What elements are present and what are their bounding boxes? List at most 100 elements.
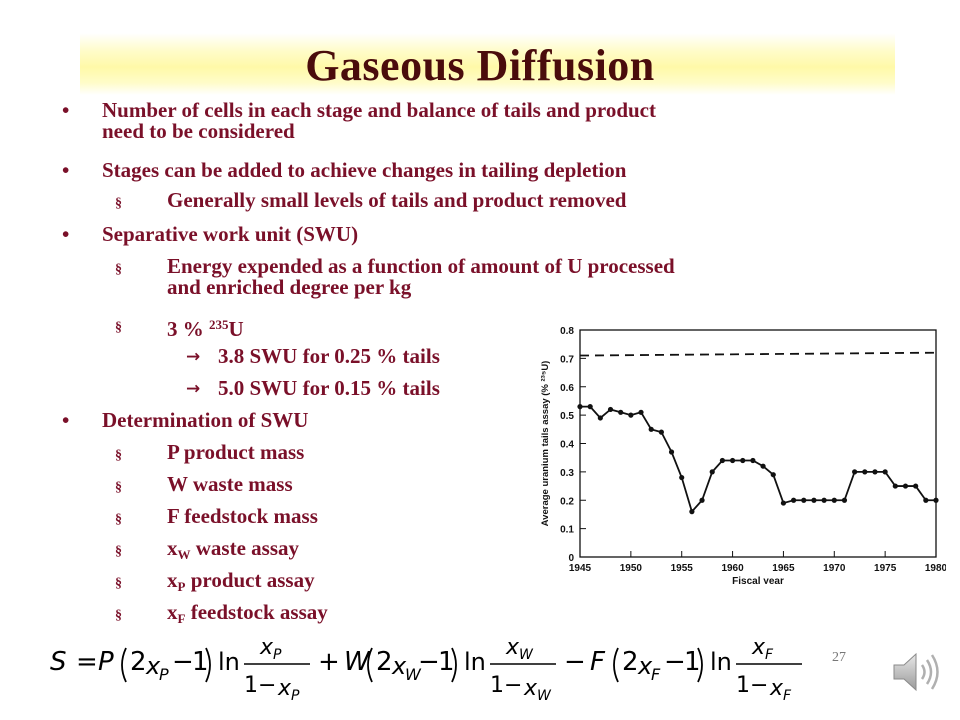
formula-minus: − (172, 647, 194, 677)
title-band (80, 33, 895, 95)
formula-operator: + (318, 647, 340, 677)
fraction-denominator-subscript: P (291, 688, 300, 702)
data-point (791, 497, 797, 503)
data-point (862, 469, 868, 475)
x-tick-label: 1980 (925, 563, 946, 574)
dashed-series-line (579, 351, 937, 357)
data-point (872, 469, 878, 475)
data-point (597, 415, 603, 421)
fraction-denominator-minus: − (258, 673, 276, 698)
bullet-text: Number of cells in each stage and balanc… (102, 98, 656, 143)
bullet-text: P product mass (167, 440, 305, 464)
x-tick-label: 1970 (823, 563, 846, 574)
data-point (882, 469, 888, 475)
bullet-marker: § (115, 448, 122, 463)
formula-ln: ln (464, 648, 486, 676)
fraction-numerator-x: x (259, 635, 274, 660)
fraction-denominator-one: 1 (244, 673, 258, 698)
data-point (913, 483, 919, 489)
close-paren (451, 647, 457, 683)
bullet-text: F feedstock mass (167, 504, 318, 528)
bullet-text: xP product assay (167, 568, 315, 595)
data-point (587, 404, 593, 410)
data-point (577, 404, 583, 410)
fraction-denominator-x: x (523, 676, 538, 701)
y-tick-label: 0.2 (560, 496, 574, 507)
formula-variable: x (637, 652, 653, 680)
formula-subscript: P (159, 665, 169, 684)
fraction-denominator-subscript: F (783, 688, 792, 702)
data-point (770, 472, 776, 478)
bullet-text: Energy expended as a function of amount … (167, 254, 675, 299)
formula-one: 1 (192, 647, 209, 677)
data-point (892, 483, 898, 489)
data-point (902, 483, 909, 489)
formula-equals: = (76, 647, 98, 677)
x-tick-label: 1965 (772, 563, 795, 574)
bullet-marker: → (186, 379, 201, 399)
formula-two: 2 (130, 647, 147, 677)
page-number: 27 (832, 650, 846, 665)
formula-coefficient: F (590, 647, 606, 677)
data-point (801, 497, 807, 503)
fraction-numerator-subscript: W (519, 647, 534, 663)
bullet-marker: § (115, 320, 122, 335)
fraction-numerator-x: x (505, 635, 520, 660)
data-point (607, 406, 614, 413)
swu-formula: S = P 2 xP −1 lnx P1− x P+ W 2 xW−1 lnx W1− x W− F 2 xF −1 ln… (50, 635, 802, 702)
open-paren (613, 647, 619, 683)
fraction-numerator-subscript: F (765, 647, 774, 663)
bullet-text: Separative work unit (SWU) (102, 222, 359, 246)
x-tick-label: 1950 (620, 563, 643, 574)
y-tick-label: 0.1 (560, 525, 574, 536)
formula-operator: − (564, 647, 586, 677)
data-point (852, 469, 858, 475)
formula-lhs: S (50, 647, 67, 677)
bullet-marker: § (115, 576, 122, 591)
data-point (679, 474, 685, 481)
data-point (750, 457, 756, 464)
open-paren (367, 647, 373, 683)
bullet-text: Determination of SWU (102, 408, 309, 432)
data-point (729, 457, 736, 464)
bullet-text: 3 % 235U (167, 317, 244, 341)
data-point (923, 497, 929, 503)
formula-variable: x (391, 652, 407, 680)
tails-assay-line (580, 405, 936, 514)
bullet-marker: • (62, 222, 70, 246)
fraction-denominator-subscript: W (537, 688, 552, 702)
speaker-icon[interactable] (888, 648, 944, 696)
data-point (740, 457, 746, 464)
fraction-denominator-x: x (277, 676, 292, 701)
formula-minus: − (664, 647, 686, 677)
close-paren (205, 647, 211, 683)
formula-one: 1 (684, 647, 701, 677)
fraction-denominator-minus: − (504, 673, 522, 698)
formula-subscript: F (651, 665, 661, 684)
fraction-denominator-one: 1 (490, 673, 504, 698)
y-tick-label: 0 (568, 553, 574, 564)
bullet-text: W waste mass (167, 472, 293, 496)
bullet-marker: § (115, 608, 122, 623)
y-tick-label: 0.4 (560, 440, 574, 451)
bullet-marker: • (62, 158, 70, 182)
fraction-denominator-minus: − (750, 673, 768, 698)
y-tick-label: 0.7 (560, 354, 574, 365)
y-tick-label: 0.3 (560, 468, 574, 479)
y-axis-label: Average uranium tails assay (% ²³⁵U) (540, 361, 551, 527)
formula-coefficient: P (98, 647, 114, 677)
formula-variable: x (145, 652, 161, 680)
data-point (841, 497, 848, 503)
fraction-denominator-one: 1 (736, 673, 750, 698)
fraction-numerator-subscript: P (273, 647, 282, 663)
bullet-marker: § (115, 480, 122, 495)
formula-one: 1 (438, 647, 455, 677)
bullet-marker: § (115, 196, 122, 211)
close-paren (697, 647, 703, 683)
data-point (709, 469, 715, 475)
data-point (760, 463, 766, 469)
formula-coefficient: W (344, 647, 371, 677)
bullet-text: 3.8 SWU for 0.25 % tails (218, 344, 440, 368)
bullet-marker: § (115, 544, 122, 559)
data-point (638, 409, 644, 415)
